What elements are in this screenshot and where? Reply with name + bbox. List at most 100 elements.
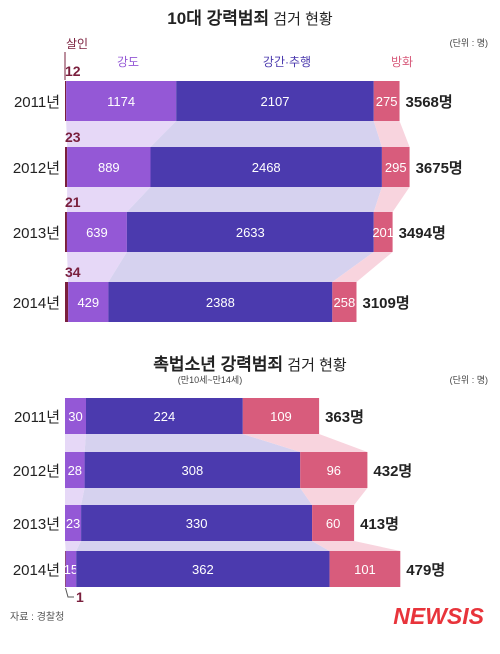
data-label: 308 bbox=[182, 463, 204, 478]
connector-band bbox=[65, 488, 85, 505]
data-label: 224 bbox=[154, 409, 176, 424]
bar-segment bbox=[65, 147, 68, 187]
legend-sexual-assault: 강간·추행 bbox=[263, 54, 311, 69]
bar-segment bbox=[66, 81, 177, 121]
data-label: 889 bbox=[98, 160, 120, 175]
connector-band bbox=[373, 187, 410, 212]
bar-segment bbox=[65, 551, 77, 587]
bar-segment bbox=[67, 147, 151, 187]
year-label: 2011년 bbox=[14, 94, 60, 111]
total-label: 413명 bbox=[360, 515, 399, 533]
bar-segment bbox=[373, 212, 393, 252]
year-label: 2013년 bbox=[13, 516, 60, 533]
connector-band bbox=[126, 187, 382, 212]
bar-segment bbox=[84, 452, 301, 488]
connector-band bbox=[312, 541, 401, 551]
data-label: 15 bbox=[64, 562, 78, 577]
total-label: 363명 bbox=[325, 408, 364, 426]
murder-value: 12 bbox=[65, 63, 81, 79]
connector-band bbox=[300, 488, 368, 505]
year-label: 2013년 bbox=[13, 225, 60, 242]
callout-line bbox=[65, 587, 74, 598]
data-label: 30 bbox=[68, 409, 82, 424]
murder-value: 21 bbox=[65, 194, 81, 210]
chart-title: 10대 강력범죄 검거 현황 bbox=[167, 9, 333, 28]
legend-murder: 살인 bbox=[66, 37, 88, 51]
data-label: 2107 bbox=[261, 94, 290, 109]
connector-band bbox=[66, 121, 177, 147]
connector-band bbox=[76, 541, 330, 551]
data-label: 28 bbox=[68, 463, 82, 478]
unit-note: (단위 : 명) bbox=[450, 38, 488, 48]
total-label: 3675명 bbox=[416, 159, 463, 177]
connector-band bbox=[84, 434, 301, 452]
bar-segment bbox=[312, 505, 355, 541]
data-label: 2388 bbox=[206, 295, 235, 310]
year-label: 2012년 bbox=[13, 160, 60, 177]
murder-value: 34 bbox=[65, 264, 81, 280]
bar-segment bbox=[65, 282, 69, 322]
source-note: 자료 : 경찰청 bbox=[10, 610, 64, 623]
connector-band bbox=[373, 121, 410, 147]
bar-segment bbox=[332, 282, 357, 322]
data-label: 96 bbox=[327, 463, 341, 478]
data-label: 2633 bbox=[236, 225, 265, 240]
connector-band bbox=[65, 434, 86, 452]
total-label: 3494명 bbox=[399, 224, 446, 242]
bar-segment bbox=[126, 212, 374, 252]
bar-segment bbox=[76, 551, 330, 587]
data-label: 101 bbox=[354, 562, 376, 577]
connector-band bbox=[66, 252, 127, 282]
year-label: 2012년 bbox=[13, 463, 60, 480]
murder-value: 23 bbox=[65, 129, 81, 145]
data-label: 23 bbox=[66, 516, 80, 531]
data-label: 362 bbox=[192, 562, 214, 577]
bar-segment bbox=[65, 505, 82, 541]
data-label: 258 bbox=[334, 295, 356, 310]
data-label: 330 bbox=[186, 516, 208, 531]
bar-segment bbox=[381, 147, 410, 187]
connector-band bbox=[242, 434, 368, 452]
total-label: 479명 bbox=[406, 561, 445, 579]
data-label: 60 bbox=[326, 516, 340, 531]
connector-band bbox=[108, 252, 374, 282]
data-label: 2468 bbox=[252, 160, 281, 175]
bar-segment bbox=[242, 398, 320, 434]
bar-segment bbox=[65, 81, 67, 121]
connector-band bbox=[150, 121, 382, 147]
data-label: 429 bbox=[77, 295, 99, 310]
callout-value: 1 bbox=[76, 589, 84, 605]
bar-segment bbox=[86, 398, 243, 434]
newsis-logo: NEWSIS bbox=[393, 603, 484, 629]
connector-band bbox=[332, 252, 393, 282]
total-label: 3568명 bbox=[406, 93, 453, 111]
year-label: 2011년 bbox=[14, 409, 60, 426]
bar-segment bbox=[65, 452, 85, 488]
bar-segment bbox=[65, 212, 67, 252]
connector-band bbox=[81, 488, 313, 505]
bar-segment bbox=[176, 81, 374, 121]
data-label: 275 bbox=[376, 94, 398, 109]
bar-segment bbox=[65, 551, 66, 587]
year-label: 2014년 bbox=[13, 295, 60, 312]
data-label: 109 bbox=[270, 409, 292, 424]
bar-segment bbox=[68, 282, 109, 322]
bar-segment bbox=[329, 551, 401, 587]
year-label: 2014년 bbox=[13, 562, 60, 579]
bar-segment bbox=[300, 452, 368, 488]
bar-segment bbox=[108, 282, 333, 322]
legend-robbery: 강도 bbox=[117, 55, 139, 69]
bar-segment bbox=[81, 505, 313, 541]
chart-subtitle: (만10세~만14세) bbox=[178, 375, 242, 385]
legend-arson: 방화 bbox=[391, 55, 413, 69]
total-label: 3109명 bbox=[362, 294, 409, 312]
connector-band bbox=[65, 541, 82, 551]
data-label: 1174 bbox=[107, 94, 135, 109]
bar-segment bbox=[150, 147, 382, 187]
total-label: 432명 bbox=[373, 462, 412, 480]
data-label: 201 bbox=[372, 225, 394, 240]
bar-segment bbox=[65, 398, 86, 434]
bar-segment bbox=[66, 212, 127, 252]
